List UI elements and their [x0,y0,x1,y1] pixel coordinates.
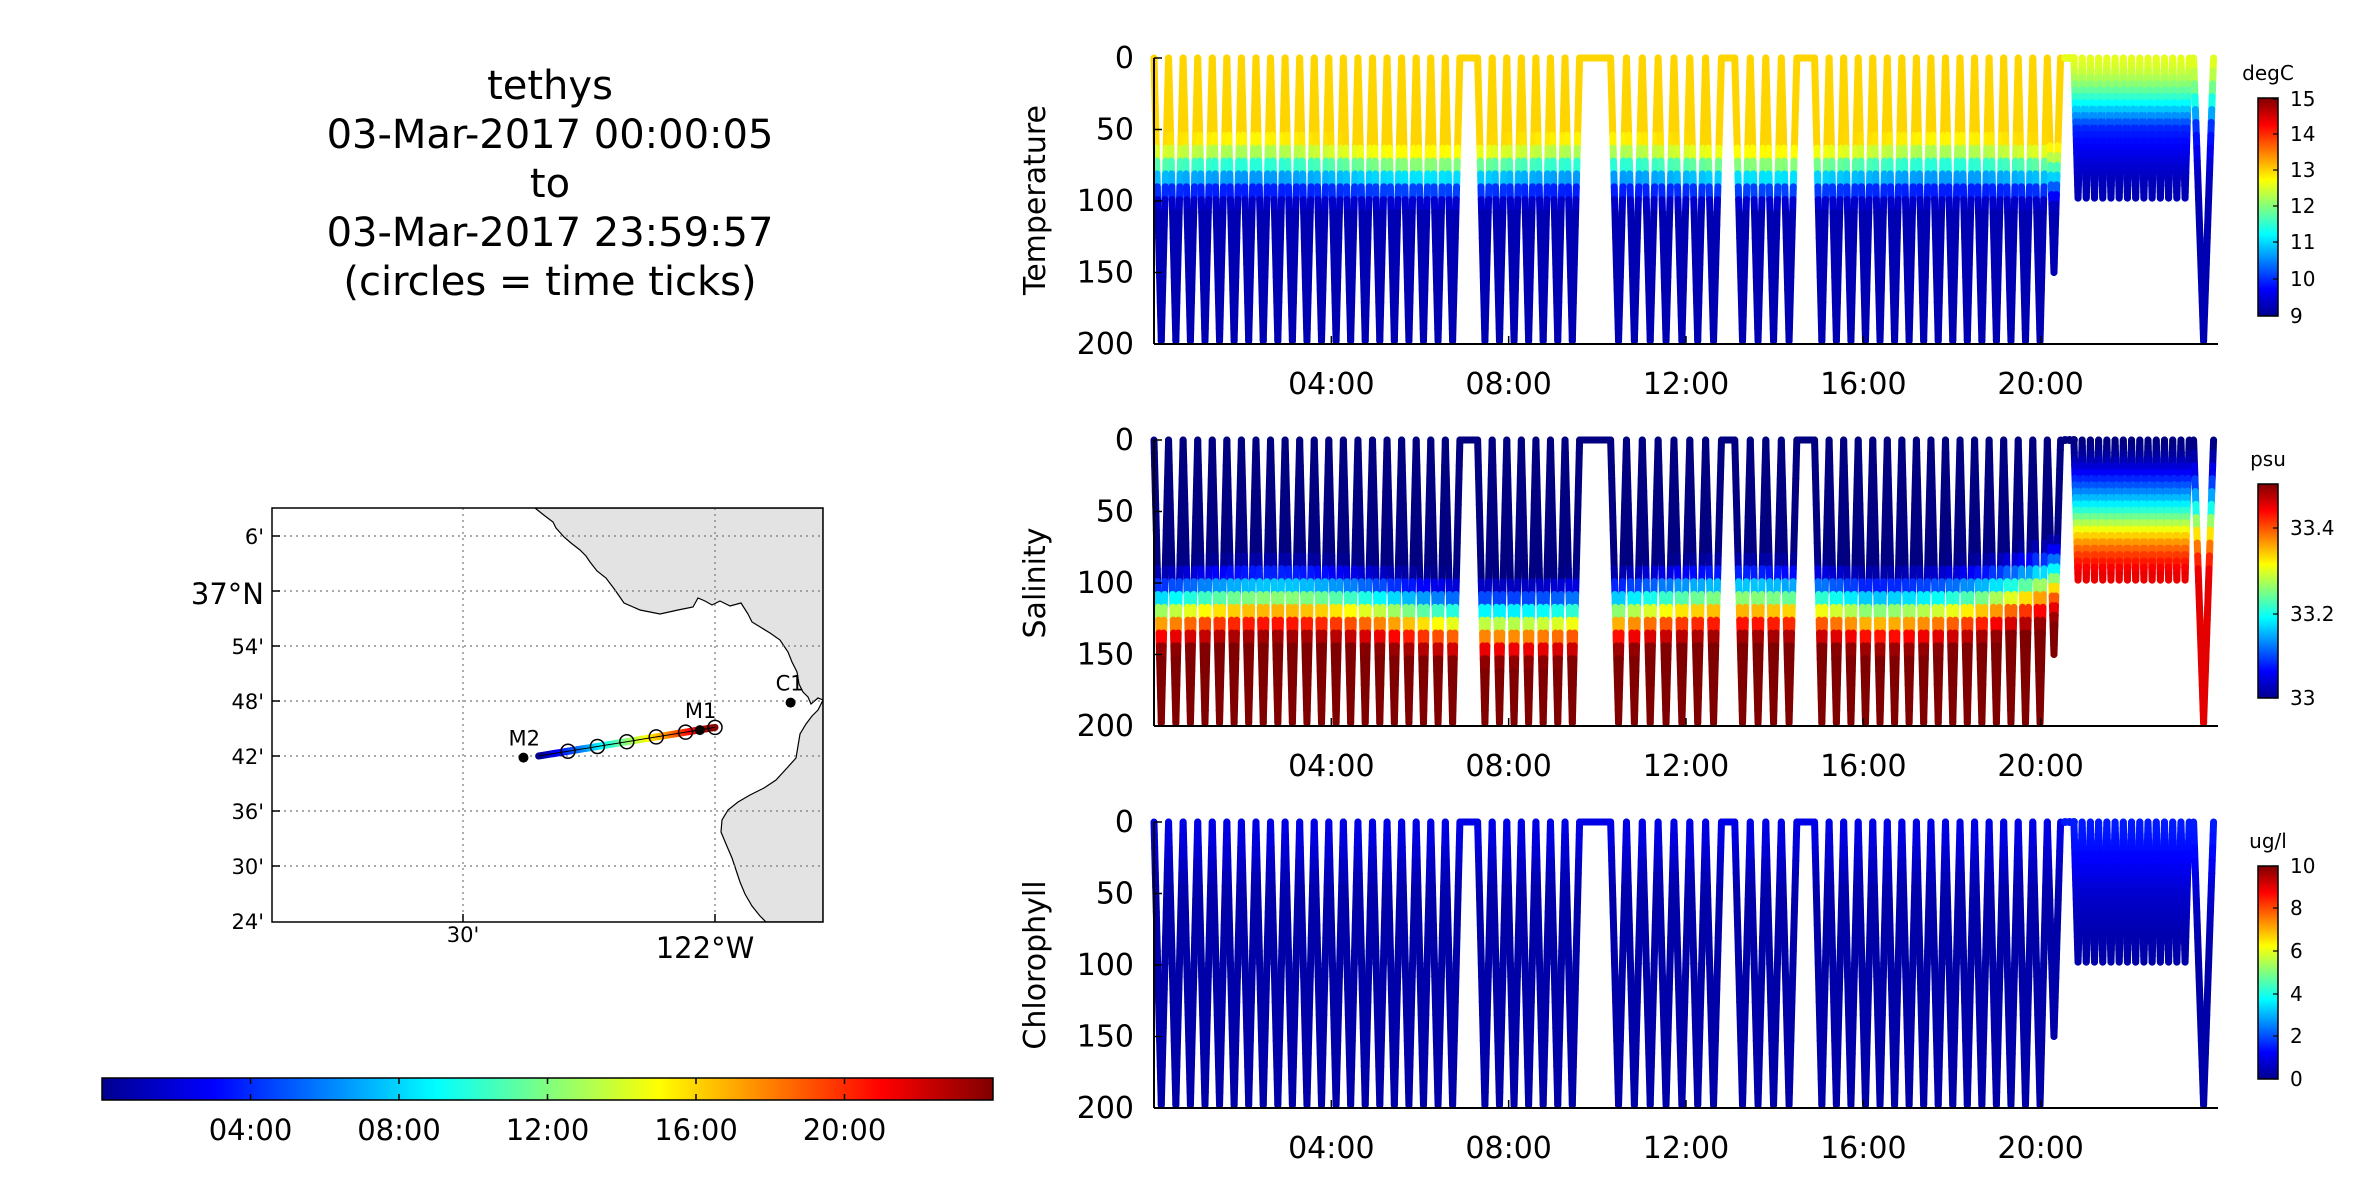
mooring-stations: M2 M1 C1 [508,672,804,763]
time-colorbar-label: 08:00 [357,1113,441,1147]
x-tick-label: 04:00 [1288,367,1374,402]
lat-label-42: 42' [232,745,265,769]
time-tick-circle [648,729,664,745]
vehicle-track [535,719,723,760]
time-colorbar-label: 04:00 [209,1113,293,1147]
lat-label-6: 6' [245,525,264,549]
station-label: M2 [508,727,539,751]
time-colorbar-label: 20:00 [803,1113,887,1147]
lat-label-24: 24' [232,910,265,934]
station-label: C1 [776,672,804,696]
y-tick-label: 150 [1077,256,1134,291]
time-colorbar-label: 16:00 [654,1113,738,1147]
title-to: to [529,161,571,207]
colorbar-unit: degC [2242,61,2294,85]
x-tick-label: 12:00 [1643,367,1729,402]
time-tick-circle [677,724,694,740]
time-tick-circle [707,719,723,736]
station-marker [785,697,796,708]
dive-marks [1150,54,2218,345]
time-tick-circle [589,738,606,755]
station-label: M1 [685,699,716,723]
time-colorbar-label: 12:00 [506,1113,590,1147]
y-tick-label: 100 [1077,184,1134,219]
colorbar-label: 10 [2290,267,2315,291]
start-time: 03-Mar-2017 00:00:05 [326,112,774,158]
lon-label-122w: 122°W [656,931,755,965]
lat-label-37n: 37°N [191,577,264,611]
time-tick-circle [619,733,635,750]
x-tick-label: 20:00 [1997,367,2083,402]
lat-label-54: 54' [232,635,265,659]
colorbar [2257,97,2279,317]
map-grid [272,508,823,922]
dive-marks [1150,436,2218,727]
map-frame [271,507,824,923]
x-tick-label: 08:00 [1465,367,1551,402]
station-marker [694,725,705,736]
colorbar-label: 14 [2290,122,2315,146]
end-time: 03-Mar-2017 23:59:57 [326,210,774,256]
temperature-section: 0 50 100 150 200 04:00 08:00 12:00 16:00 20:00 Tem… [1018,41,2315,402]
land-mass [534,508,823,922]
colorbar-label: 13 [2290,158,2315,182]
x-tick-label: 16:00 [1820,367,1906,402]
lat-label-30: 30' [232,855,265,879]
vehicle-name: tethys [487,63,613,109]
colorbar-label: 9 [2290,304,2303,328]
lon-label-30: 30' [447,923,480,947]
colorbar-label: 11 [2290,230,2315,254]
y-tick-label: 200 [1077,327,1134,362]
plot-title: tethys 03-Mar-2017 00:00:05 to 03-Mar-20… [250,62,850,307]
surface-point [2069,54,2078,62]
time-tick-circle [560,743,576,759]
lat-label-48: 48' [232,690,265,714]
time-colorbar: 04:00 08:00 12:00 16:00 20:00 [101,1077,994,1147]
lat-label-36: 36' [232,800,265,824]
y-tick-label: 0 [1115,41,1134,76]
colorbar-label: 12 [2290,194,2315,218]
circles-note: (circles = time ticks) [343,259,757,305]
colorbar-label: 15 [2290,87,2315,111]
station-marker [518,752,529,763]
track-centerline [538,726,716,757]
track-map: 6' 37°N 54' 48' 42' 36' 30' 24' 30' 122°… [191,507,824,965]
y-tick-label: 50 [1096,113,1134,148]
y-axis-label: Temperature [1018,105,1053,296]
